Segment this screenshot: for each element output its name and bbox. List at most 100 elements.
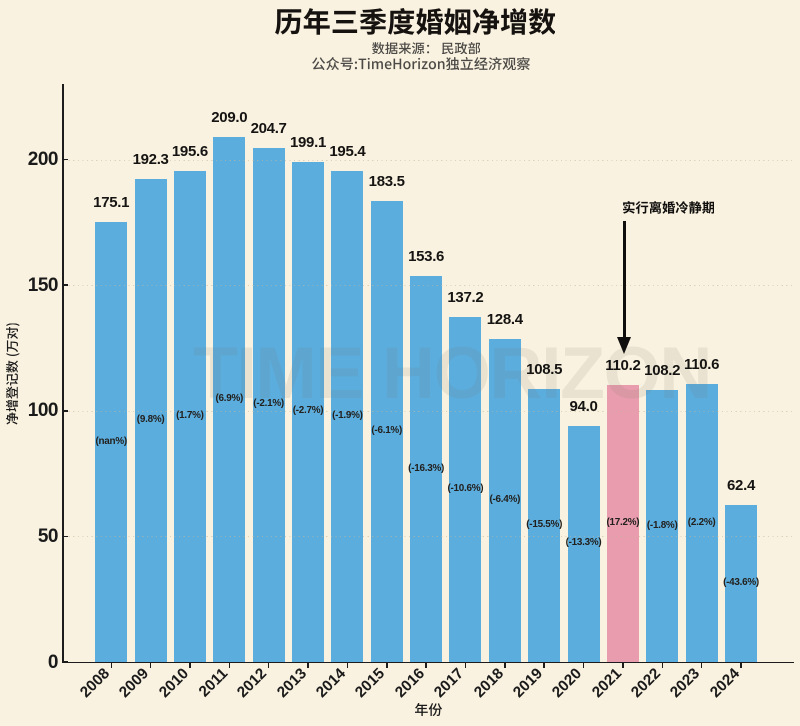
annotation-arrow-head	[616, 337, 631, 354]
bar-value-label: 94.0	[569, 397, 598, 415]
x-tick-label: 2023	[667, 665, 704, 702]
x-tick-mark	[700, 663, 703, 668]
x-tick-mark	[740, 663, 742, 668]
bar-2017[interactable]	[449, 317, 482, 662]
y-axis-title	[6, 323, 20, 425]
x-tick-label: 2009	[116, 665, 153, 702]
bar-2008[interactable]	[95, 222, 128, 662]
bar-value-label: 199.1	[289, 133, 327, 151]
x-tick-label: 2013	[273, 665, 310, 702]
bar-pct-label: (-2.1%)	[253, 398, 284, 410]
bar-value-label: 110.2	[605, 357, 641, 375]
y-tick-label: 150	[27, 274, 59, 296]
bar-value-label: 175.1	[93, 194, 130, 211]
y-tick-mark	[63, 410, 69, 412]
x-tick-label: 2020	[549, 665, 586, 702]
annotation-arrow-line	[623, 221, 626, 338]
x-tick-mark	[228, 663, 230, 668]
x-tick-label: 2016	[391, 665, 428, 702]
bar-value-label: 108.5	[526, 361, 563, 379]
bar-2021[interactable]	[606, 385, 639, 662]
x-tick-label: 2024	[706, 665, 743, 702]
y-tick-mark	[63, 661, 69, 663]
x-tick-mark	[149, 663, 152, 668]
bar-2009[interactable]	[134, 178, 167, 662]
bar-2012[interactable]	[252, 147, 285, 662]
gridline-150	[63, 285, 794, 287]
x-axis-line	[62, 661, 794, 664]
y-axis-line	[62, 84, 64, 663]
x-tick-label: 2015	[352, 665, 389, 702]
bar-2023[interactable]	[685, 384, 718, 662]
y-tick-mark	[63, 535, 69, 538]
bar-pct-label: (-16.3%)	[408, 462, 445, 474]
chart-subtitle-source	[372, 42, 481, 55]
bar-pct-label: (-43.6%)	[723, 577, 759, 589]
bar-2016[interactable]	[410, 276, 443, 662]
bar-pct-label: (-1.8%)	[646, 519, 678, 531]
bar-2018[interactable]	[488, 339, 521, 662]
chart-title	[274, 8, 556, 35]
bar-value-label: 195.4	[329, 143, 366, 160]
bar-2013[interactable]	[292, 161, 324, 662]
x-tick-mark	[110, 663, 112, 668]
x-tick-label: 2021	[588, 665, 625, 702]
bar-value-label: 183.5	[368, 172, 405, 190]
bar-value-label: 192.3	[132, 150, 169, 168]
bar-value-label: 128.4	[486, 311, 523, 329]
y-tick-label: 200	[27, 149, 59, 170]
bar-value-label: 209.0	[211, 108, 248, 126]
bar-2020[interactable]	[567, 425, 600, 662]
bar-value-label: 137.2	[447, 289, 484, 307]
x-tick-label: 2014	[313, 665, 350, 702]
bar-2014[interactable]	[331, 171, 364, 662]
x-tick-mark	[504, 663, 506, 668]
x-tick-label: 2018	[470, 665, 507, 702]
y-tick-mark	[63, 284, 69, 286]
x-tick-label: 2011	[195, 665, 232, 701]
x-tick-mark	[425, 663, 427, 668]
bar-2024[interactable]	[725, 505, 757, 662]
x-tick-mark	[267, 663, 270, 668]
bar-pct-label: (2.2%)	[687, 516, 716, 528]
x-tick-mark	[661, 663, 663, 668]
y-tick-label: 50	[37, 525, 59, 547]
bar-pct-label: (-1.9%)	[332, 410, 363, 421]
bar-value-label: 62.4	[727, 477, 755, 495]
bar-pct-label: (-13.3%)	[565, 537, 602, 549]
bar-2015[interactable]	[370, 200, 403, 662]
bar-2010[interactable]	[173, 170, 206, 662]
y-tick-label: 100	[27, 400, 59, 422]
bar-pct-label: (-6.1%)	[371, 425, 402, 436]
y-tick-mark	[63, 158, 69, 161]
annotation-label	[622, 201, 714, 214]
bar-2019[interactable]	[528, 389, 561, 662]
x-axis-title	[414, 702, 442, 716]
gridline-50	[63, 536, 794, 538]
bar-pct-label: (-6.4%)	[489, 494, 521, 506]
x-tick-mark	[464, 663, 467, 668]
bar-2022[interactable]	[646, 390, 679, 662]
chart-subtitle-account	[312, 56, 531, 70]
y-tick-label: 0	[47, 651, 59, 673]
gridline-200	[63, 159, 794, 161]
x-tick-mark	[622, 663, 624, 668]
x-tick-label: 2010	[155, 665, 192, 702]
x-tick-mark	[346, 663, 349, 668]
bar-2011[interactable]	[213, 136, 246, 662]
x-tick-mark	[386, 663, 388, 668]
x-tick-mark	[543, 663, 545, 668]
x-tick-mark	[582, 663, 585, 668]
gridline-100	[63, 410, 794, 412]
bar-pct-label: (-2.7%)	[292, 405, 324, 417]
bar-pct-label: (nan%)	[95, 435, 127, 447]
x-tick-label: 2022	[627, 665, 665, 702]
x-tick-label: 2019	[509, 665, 547, 702]
x-tick-mark	[189, 663, 191, 668]
bar-value-label: 204.7	[250, 119, 287, 137]
bar-value-label: 195.6	[171, 142, 208, 160]
bar-pct-label: (17.2%)	[606, 517, 640, 529]
bar-pct-label: (-10.6%)	[447, 483, 484, 495]
